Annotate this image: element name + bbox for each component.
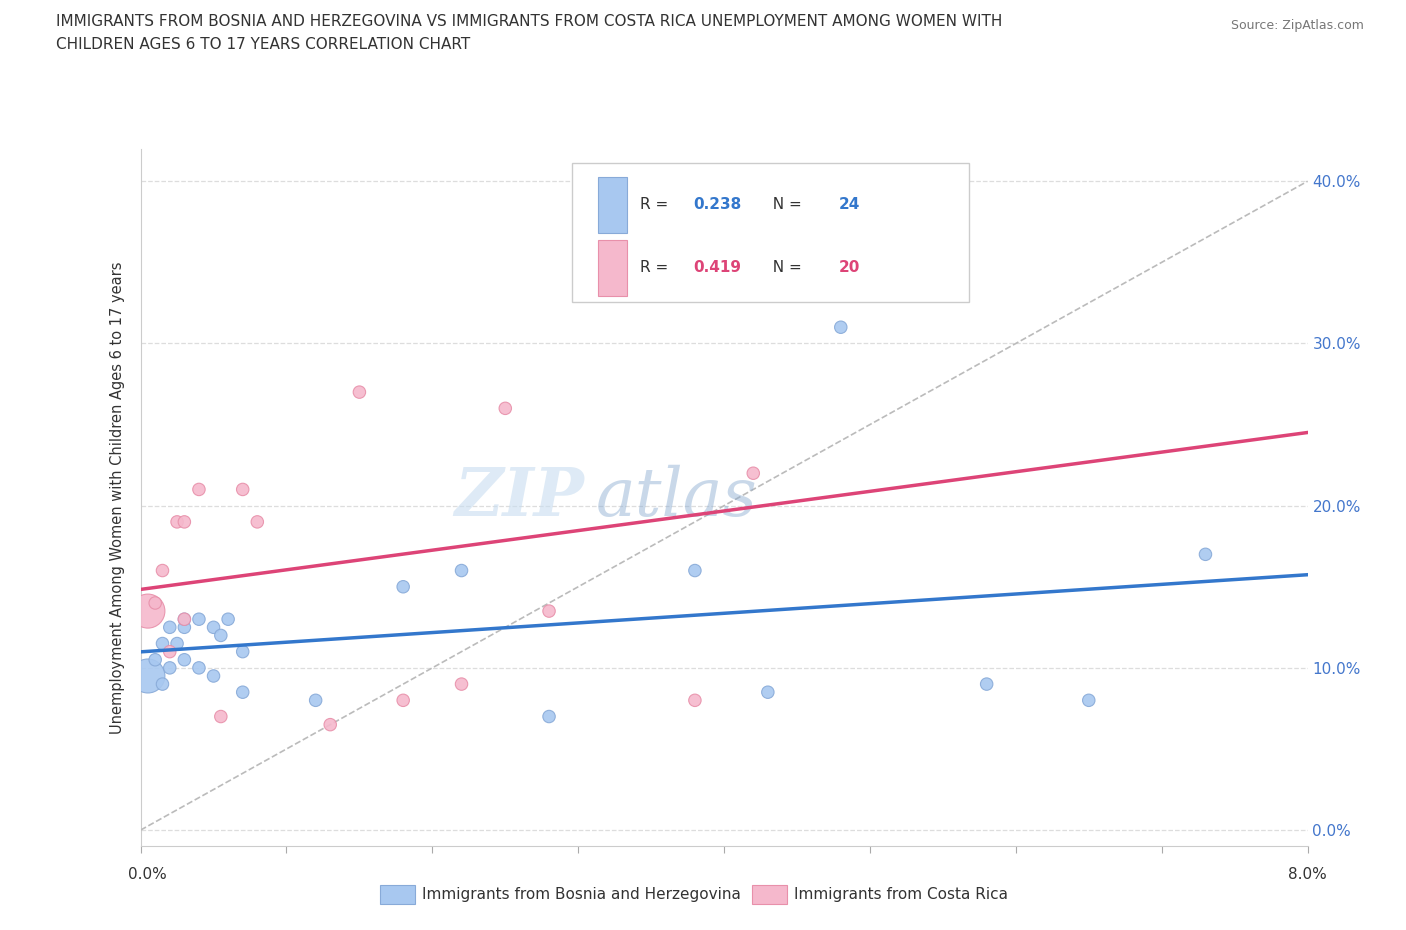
Text: 0.238: 0.238 xyxy=(693,197,742,212)
Point xyxy=(494,401,516,416)
Point xyxy=(217,612,239,627)
Point xyxy=(246,514,269,529)
Point xyxy=(188,660,211,675)
Point xyxy=(143,595,166,610)
Point xyxy=(756,684,779,699)
Point xyxy=(450,563,472,578)
Text: N =: N = xyxy=(762,197,806,212)
Point xyxy=(188,482,211,497)
Point xyxy=(209,628,232,643)
Point xyxy=(1077,693,1099,708)
Point xyxy=(173,620,195,635)
Point xyxy=(173,514,195,529)
Point xyxy=(232,644,254,659)
Point xyxy=(830,320,852,335)
Point xyxy=(596,239,619,254)
Point xyxy=(392,693,415,708)
Point xyxy=(232,482,254,497)
Text: 8.0%: 8.0% xyxy=(1288,867,1327,882)
Point xyxy=(683,693,706,708)
FancyBboxPatch shape xyxy=(572,163,969,302)
Point xyxy=(166,636,188,651)
Point xyxy=(166,514,188,529)
Point xyxy=(152,636,174,651)
Point xyxy=(159,660,181,675)
Point xyxy=(173,612,195,627)
Point xyxy=(232,684,254,699)
Point xyxy=(683,563,706,578)
Point xyxy=(173,652,195,667)
Text: IMMIGRANTS FROM BOSNIA AND HERZEGOVINA VS IMMIGRANTS FROM COSTA RICA UNEMPLOYMEN: IMMIGRANTS FROM BOSNIA AND HERZEGOVINA V… xyxy=(56,14,1002,29)
Text: 24: 24 xyxy=(838,197,860,212)
Point xyxy=(349,385,371,400)
Text: Source: ZipAtlas.com: Source: ZipAtlas.com xyxy=(1230,19,1364,32)
Text: N =: N = xyxy=(762,260,806,275)
Point xyxy=(538,709,561,724)
Text: ZIP: ZIP xyxy=(454,465,583,530)
FancyBboxPatch shape xyxy=(598,240,627,296)
Text: 20: 20 xyxy=(838,260,860,275)
Text: R =: R = xyxy=(640,260,673,275)
Point xyxy=(159,644,181,659)
Point xyxy=(136,604,159,618)
Text: atlas: atlas xyxy=(596,465,758,530)
Point xyxy=(742,466,765,481)
Point xyxy=(173,612,195,627)
Point xyxy=(450,677,472,692)
FancyBboxPatch shape xyxy=(598,177,627,232)
Point xyxy=(538,604,561,618)
Point xyxy=(152,677,174,692)
Text: 0.419: 0.419 xyxy=(693,260,742,275)
Text: R =: R = xyxy=(640,197,673,212)
Text: 0.0%: 0.0% xyxy=(128,867,167,882)
Text: Immigrants from Costa Rica: Immigrants from Costa Rica xyxy=(794,887,1008,902)
Point xyxy=(305,693,328,708)
Point xyxy=(202,669,225,684)
Point xyxy=(143,652,166,667)
Point xyxy=(188,612,211,627)
Point xyxy=(976,677,998,692)
Point xyxy=(1194,547,1216,562)
Point xyxy=(392,579,415,594)
Point xyxy=(209,709,232,724)
Point xyxy=(202,620,225,635)
Point xyxy=(159,620,181,635)
Point xyxy=(136,669,159,684)
Point xyxy=(319,717,342,732)
Point xyxy=(152,563,174,578)
Text: CHILDREN AGES 6 TO 17 YEARS CORRELATION CHART: CHILDREN AGES 6 TO 17 YEARS CORRELATION … xyxy=(56,37,471,52)
Text: Immigrants from Bosnia and Herzegovina: Immigrants from Bosnia and Herzegovina xyxy=(422,887,741,902)
Y-axis label: Unemployment Among Women with Children Ages 6 to 17 years: Unemployment Among Women with Children A… xyxy=(110,261,125,734)
